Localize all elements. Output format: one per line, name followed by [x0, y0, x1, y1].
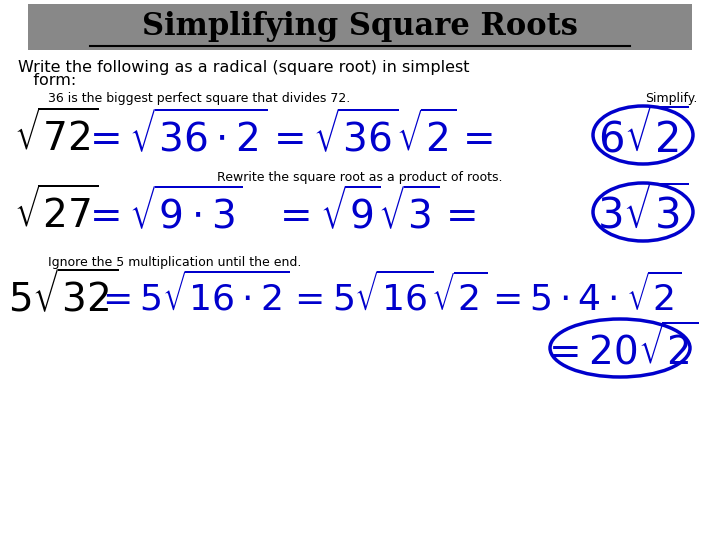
- Text: $= 20\sqrt{2}$: $= 20\sqrt{2}$: [541, 324, 698, 372]
- Text: $3\sqrt{3}$: $3\sqrt{3}$: [598, 186, 688, 238]
- Text: $= \sqrt{36 \cdot 2} = \sqrt{36}\sqrt{2} =$: $= \sqrt{36 \cdot 2} = \sqrt{36}\sqrt{2}…: [82, 111, 493, 159]
- Text: 36 is the biggest perfect square that divides 72.: 36 is the biggest perfect square that di…: [48, 92, 350, 105]
- Text: Simplifying Square Roots: Simplifying Square Roots: [142, 11, 578, 43]
- Text: $= 5\sqrt{16 \cdot 2} = 5\sqrt{16}\sqrt{2} = 5 \cdot 4 \cdot \sqrt{2}$: $= 5\sqrt{16 \cdot 2} = 5\sqrt{16}\sqrt{…: [95, 272, 682, 318]
- Text: $6\sqrt{2}$: $6\sqrt{2}$: [598, 109, 688, 161]
- Text: Ignore the 5 multiplication until the end.: Ignore the 5 multiplication until the en…: [48, 256, 302, 269]
- Text: $\sqrt{72}$: $\sqrt{72}$: [14, 111, 99, 159]
- Text: Simplify.: Simplify.: [646, 92, 698, 105]
- Text: Write the following as a radical (square root) in simplest: Write the following as a radical (square…: [18, 60, 469, 75]
- FancyBboxPatch shape: [28, 4, 692, 50]
- Text: $= \sqrt{9 \cdot 3} \;\;\; = \sqrt{9}\sqrt{3} =$: $= \sqrt{9 \cdot 3} \;\;\; = \sqrt{9}\sq…: [82, 187, 476, 237]
- Text: form:: form:: [18, 73, 76, 88]
- Text: $\sqrt{27}$: $\sqrt{27}$: [14, 188, 99, 237]
- Text: $5\sqrt{32}$: $5\sqrt{32}$: [8, 271, 118, 320]
- Text: Rewrite the square root as a product of roots.: Rewrite the square root as a product of …: [217, 171, 503, 184]
